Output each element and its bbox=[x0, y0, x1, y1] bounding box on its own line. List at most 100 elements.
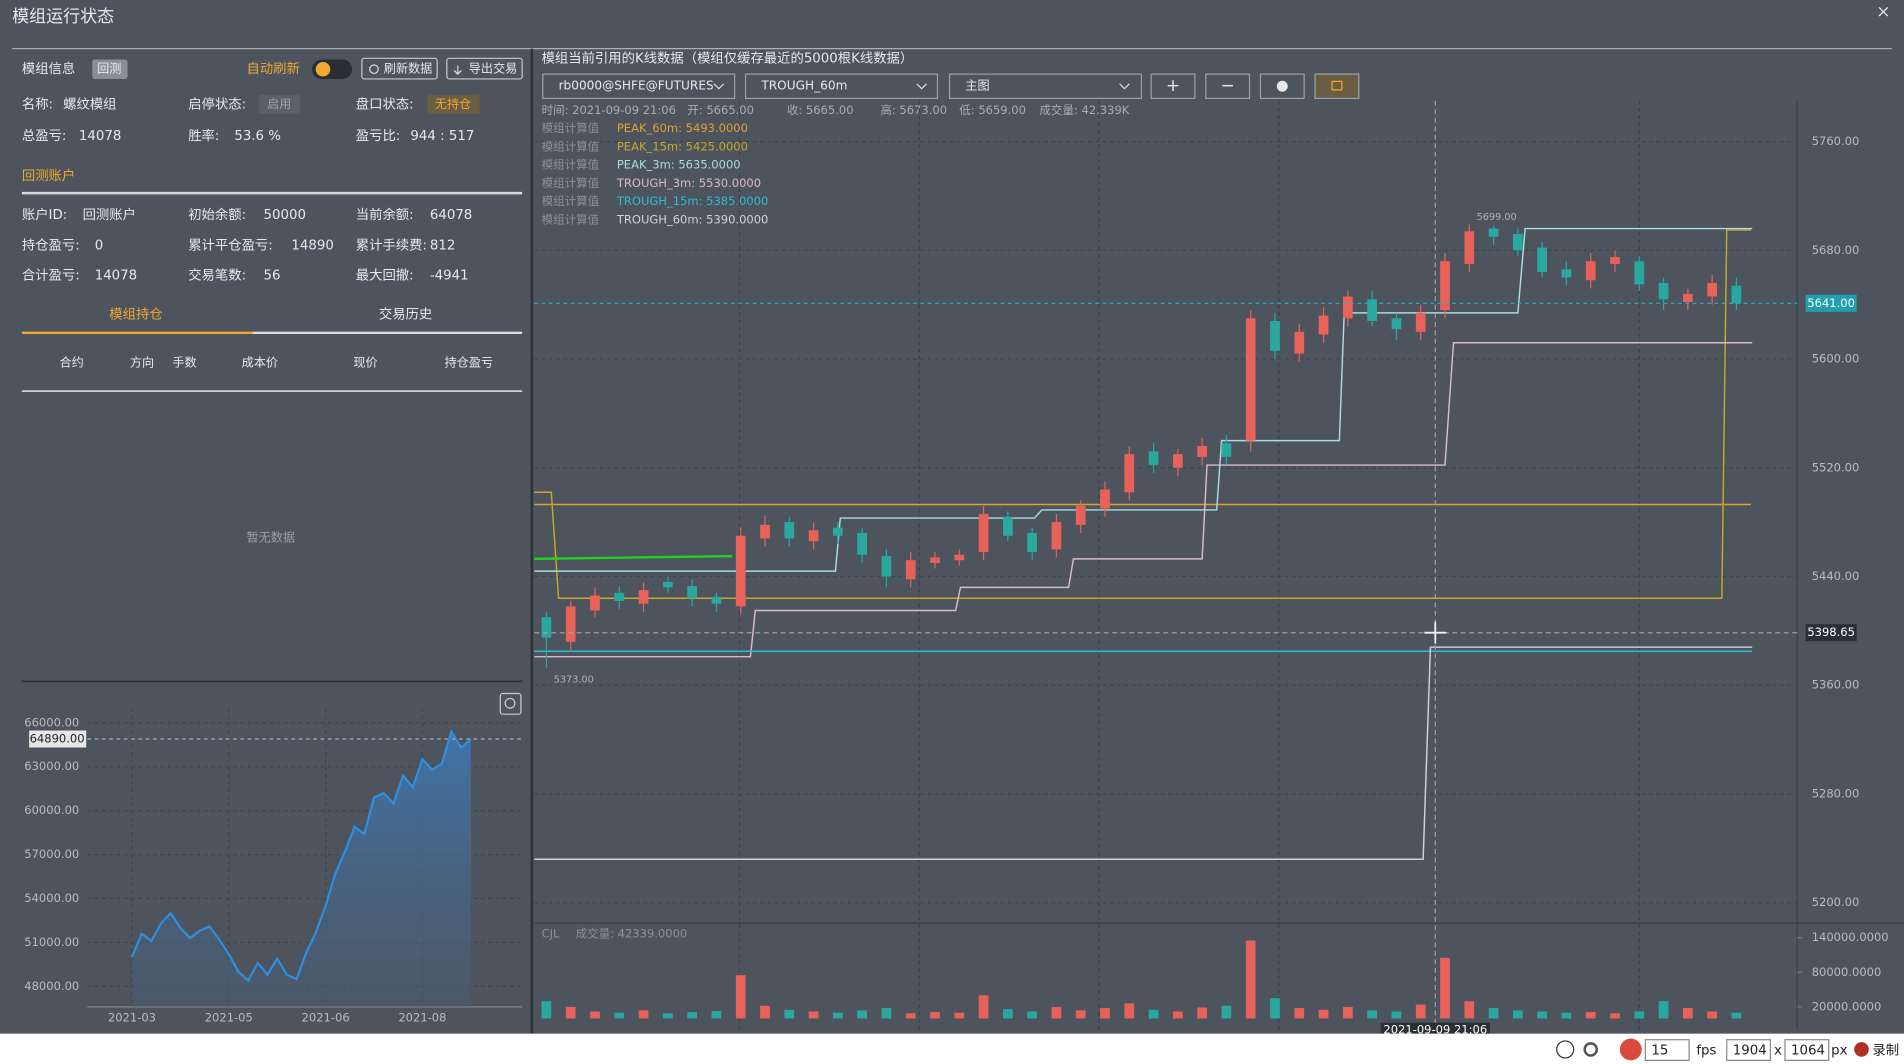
field-label: 累计手续费: bbox=[356, 237, 427, 253]
legend-label: TROUGH_15m: 5385.0000 bbox=[616, 194, 769, 208]
crosshair-x-badge bbox=[1380, 1022, 1490, 1035]
volume-bar bbox=[930, 1012, 940, 1019]
zoom-out-button[interactable] bbox=[1205, 73, 1251, 99]
current-label: 64890.00 bbox=[30, 732, 85, 746]
y-tick-label: 48000.00 bbox=[24, 979, 79, 993]
candle-body bbox=[1148, 451, 1159, 466]
candle-body bbox=[711, 596, 722, 604]
field-value: 14078 bbox=[79, 129, 121, 144]
x-tick-label: 2021-03 bbox=[108, 1010, 156, 1024]
candle-body bbox=[1343, 296, 1353, 319]
y-tick-label: 66000.00 bbox=[24, 715, 79, 729]
pane-subtitle: 成交量: 42339.0000 bbox=[576, 927, 688, 941]
volume-bar bbox=[1148, 1009, 1159, 1019]
candle-body bbox=[1391, 318, 1402, 330]
y-tick-label: 5760.00 bbox=[1812, 134, 1860, 148]
pane-select[interactable] bbox=[948, 73, 1143, 99]
field-label: 胜率: bbox=[188, 127, 219, 144]
candle-body bbox=[1658, 282, 1669, 300]
close-button[interactable]: × bbox=[1876, 2, 1890, 22]
mode-badge bbox=[92, 59, 128, 79]
field-value: 无持仓 bbox=[435, 96, 471, 111]
line bbox=[130, 728, 472, 983]
candle-body bbox=[1124, 454, 1135, 493]
field-label: 交易笔数: bbox=[188, 267, 246, 284]
y-tick-label: 5440.00 bbox=[1812, 569, 1860, 583]
record-button[interactable] bbox=[1854, 1042, 1869, 1057]
volume-bar bbox=[881, 1008, 892, 1019]
times-label: x bbox=[1774, 1044, 1782, 1059]
select-value: rb0000@SHFE@FUTURES bbox=[559, 79, 714, 93]
y-tick-label: 51000.00 bbox=[24, 935, 79, 949]
field-label: 累计平仓盈亏: bbox=[188, 237, 273, 253]
candle-body bbox=[1585, 261, 1596, 281]
volume-bar bbox=[1561, 1012, 1572, 1019]
volume-bar bbox=[1731, 1012, 1742, 1019]
height-input[interactable] bbox=[1784, 1039, 1830, 1061]
legend-label: PEAK_3m: 5635.0000 bbox=[617, 158, 741, 172]
tab[interactable]: 模组持仓 bbox=[109, 307, 162, 323]
volume-bar bbox=[1367, 1010, 1377, 1019]
y-tick-label: 54000.00 bbox=[24, 891, 79, 905]
volume-bar bbox=[954, 1012, 965, 1019]
width-input[interactable] bbox=[1726, 1039, 1772, 1061]
volume-bar bbox=[687, 1012, 697, 1019]
gear-icon[interactable] bbox=[1583, 1042, 1598, 1057]
volume-bar bbox=[1391, 1011, 1402, 1019]
trade-line bbox=[534, 554, 733, 561]
window-title: 模组运行状态 bbox=[12, 7, 114, 27]
legend-label: TROUGH_3m: 5530.0000 bbox=[616, 176, 761, 190]
candle-body bbox=[1634, 261, 1645, 285]
volume-bar bbox=[1683, 1008, 1693, 1019]
volume-bar bbox=[541, 1001, 552, 1019]
time-grid bbox=[534, 100, 1904, 1030]
candle-body bbox=[857, 533, 867, 555]
volume-bar bbox=[1415, 1004, 1426, 1019]
crosshair-icon[interactable] bbox=[1556, 1040, 1575, 1059]
field-label: 初始余额: bbox=[188, 206, 246, 223]
record-label[interactable]: 录制 bbox=[1872, 1043, 1899, 1059]
volume-bar bbox=[784, 1009, 795, 1019]
x-tick-label: 2021-06 bbox=[302, 1010, 350, 1024]
info-item: 时间: 2021-09-09 21:06 bbox=[542, 103, 676, 117]
candle-body bbox=[735, 535, 746, 607]
empty-text: 暂无数据 bbox=[247, 530, 296, 545]
field-value: 0 bbox=[95, 238, 103, 253]
crosshair-cursor bbox=[1424, 621, 1447, 644]
legend-prefix: 模组计算值 bbox=[542, 139, 600, 153]
column-header: 持仓盈亏 bbox=[444, 355, 493, 370]
module-info: 模组信息 回测 自动刷新 刷新数据 导出交易 名称: 螺纹模组 启停状态: 启用… bbox=[22, 57, 523, 144]
column-header: 成本价 bbox=[242, 356, 278, 370]
volume-bar bbox=[1513, 1010, 1523, 1019]
volume-bar bbox=[1197, 1007, 1207, 1019]
kline-chart: 5200.00 5280.00 5360.00 5440.00 5520.00 5600.… bbox=[534, 100, 1860, 1036]
candle-body bbox=[1415, 312, 1426, 332]
candle-body bbox=[1513, 234, 1523, 251]
candle-body bbox=[1731, 285, 1742, 304]
indicator-line bbox=[534, 342, 1753, 658]
candle-body bbox=[930, 557, 940, 563]
candle-body bbox=[541, 617, 552, 638]
zoom-in-button[interactable] bbox=[1150, 73, 1196, 99]
export-button[interactable] bbox=[446, 57, 523, 80]
legend-prefix: 模组计算值 bbox=[542, 121, 600, 135]
mark-button[interactable] bbox=[1314, 73, 1360, 99]
volume-bar bbox=[1658, 1001, 1669, 1019]
fps-input[interactable] bbox=[1644, 1039, 1690, 1061]
symbol-select[interactable] bbox=[542, 73, 736, 99]
candle-body bbox=[978, 513, 989, 553]
tab[interactable]: 交易历史 bbox=[379, 306, 432, 323]
status-background bbox=[0, 1033, 1904, 1064]
column-header: 现价 bbox=[353, 356, 377, 370]
refresh-icon bbox=[369, 64, 379, 75]
toggle-knob bbox=[315, 61, 331, 77]
crosshair-label: 5398.65 bbox=[1807, 625, 1855, 639]
refresh-button[interactable] bbox=[361, 57, 438, 80]
candle-body bbox=[590, 595, 600, 611]
export-icon bbox=[453, 65, 462, 75]
kline-toolbar: 模组当前引用的K线数据（模组仅缓存最近的5000根K线数据） rb0000@SH… bbox=[542, 49, 1360, 99]
indicator-select[interactable] bbox=[744, 73, 939, 99]
select-value: TROUGH_60m bbox=[760, 79, 847, 93]
zoom-button[interactable] bbox=[499, 692, 522, 715]
legend-label: PEAK_15m: 5425.0000 bbox=[617, 139, 748, 153]
